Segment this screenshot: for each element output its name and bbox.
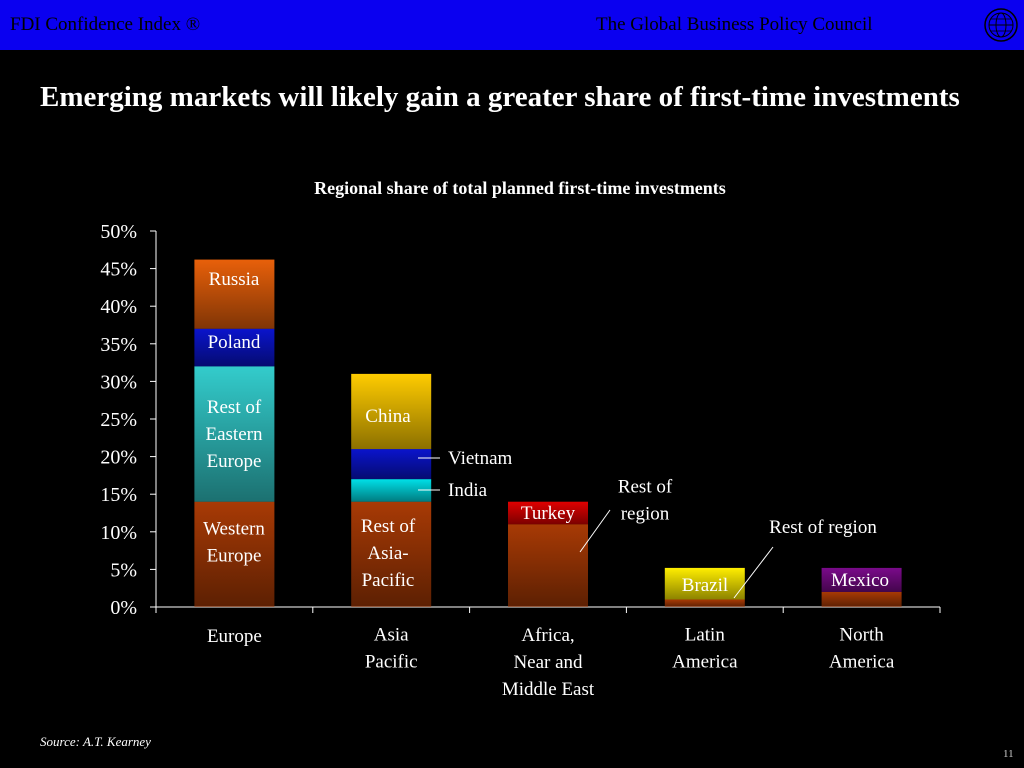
y-tick-label: 5% (110, 559, 137, 581)
segment-label: Russia (209, 269, 260, 290)
y-tick-label: 45% (100, 259, 137, 281)
segment-label: Mexico (831, 570, 889, 591)
slide-title: Emerging markets will likely gain a grea… (40, 81, 960, 113)
chart-title: Regional share of total planned first-ti… (314, 178, 726, 198)
segment-label: Turkey (521, 503, 576, 524)
bar-segment (664, 567, 745, 600)
y-tick-label: 25% (100, 409, 137, 431)
segment-label: India (448, 480, 488, 501)
label-leader-line (733, 546, 774, 599)
source-note: Source: A.T. Kearney (40, 734, 151, 749)
header-left-title: FDI Confidence Index ® (10, 14, 201, 35)
bar-segment (194, 259, 275, 329)
bar-segment (508, 501, 588, 525)
header-bar: FDI Confidence Index ® The Global Busine… (0, 0, 1024, 50)
x-category-label: Asia Pacific (365, 625, 418, 673)
segment-label: Rest of region (618, 477, 673, 525)
bar-segment (194, 501, 275, 607)
x-category-label: Africa, Near and Middle East (502, 625, 595, 700)
segment-label: Western Europe (203, 519, 265, 567)
segment-label: Poland (208, 332, 261, 353)
header-right-title: The Global Business Policy Council (596, 14, 873, 35)
bar-segment (194, 366, 275, 502)
bar-segment (351, 373, 432, 450)
globe-seal-icon (984, 8, 1018, 42)
x-category-label: Europe (207, 626, 262, 647)
bar-segment (351, 479, 432, 502)
y-tick-label: 30% (100, 371, 137, 393)
bar-segment (821, 591, 902, 607)
segment-label: Brazil (682, 575, 728, 596)
label-leader-line (579, 509, 611, 553)
bar-segment (664, 599, 745, 607)
y-tick-label: 40% (100, 296, 137, 318)
segment-label: Rest of Eastern Europe (206, 397, 263, 472)
segment-label: Vietnam (448, 448, 513, 469)
bar-segment (351, 501, 432, 607)
bar-segment (194, 328, 275, 367)
y-tick-label: 50% (100, 221, 137, 243)
bar-segment (821, 567, 902, 592)
y-tick-label: 15% (100, 484, 137, 506)
segment-label: China (365, 406, 411, 427)
bar-segment (351, 449, 432, 480)
y-tick-label: 10% (100, 522, 137, 544)
x-category-label: Latin America (672, 625, 738, 673)
y-tick-label: 0% (110, 597, 137, 619)
page-number: 11 (1003, 748, 1014, 760)
bar-segment (508, 524, 588, 607)
segment-label: Rest of region (769, 517, 877, 538)
segment-label: Rest of Asia-Pacific (361, 516, 416, 591)
x-category-label: North America (829, 625, 895, 673)
y-tick-label: 35% (100, 334, 137, 356)
y-tick-label: 20% (100, 447, 137, 469)
